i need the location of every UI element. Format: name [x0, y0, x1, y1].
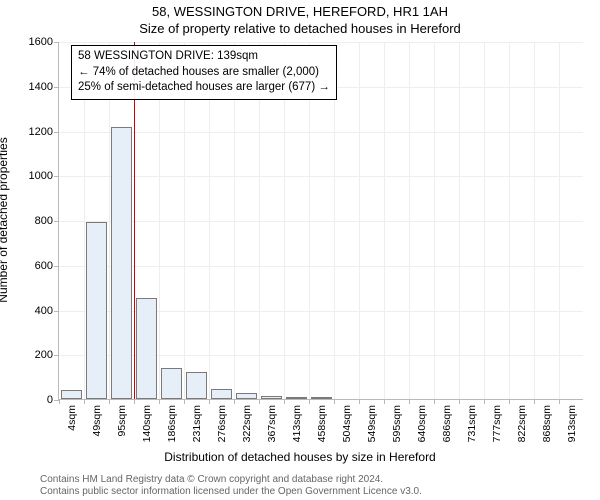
- x-tick-label: 458sqm: [316, 405, 328, 442]
- x-tick-label: 186sqm: [166, 405, 178, 442]
- histogram-bar: [111, 127, 133, 399]
- gridline-h: [59, 266, 583, 267]
- x-tick-label: 913sqm: [566, 405, 578, 442]
- x-tick-mark: [284, 399, 285, 404]
- info-box: 58 WESSINGTON DRIVE: 139sqm← 74% of deta…: [71, 45, 337, 100]
- y-tick-label: 200: [35, 349, 59, 361]
- x-tick-mark: [234, 399, 235, 404]
- histogram-bar: [186, 372, 208, 399]
- histogram-bar: [136, 298, 158, 399]
- histogram-bar: [286, 397, 308, 399]
- gridline-v: [434, 42, 435, 399]
- x-tick-label: 276sqm: [216, 405, 228, 442]
- histogram-bar: [311, 397, 333, 399]
- page-title-line2: Size of property relative to detached ho…: [0, 21, 600, 36]
- x-tick-mark: [559, 399, 560, 404]
- y-tick-label: 1000: [29, 170, 59, 182]
- x-tick-mark: [534, 399, 535, 404]
- x-tick-label: 413sqm: [291, 405, 303, 442]
- x-tick-mark: [184, 399, 185, 404]
- y-tick-label: 1600: [29, 36, 59, 48]
- gridline-h: [59, 176, 583, 177]
- plot-area-wrap: 020040060080010001200140016004sqm49sqm95…: [58, 42, 583, 400]
- y-tick-label: 0: [47, 394, 59, 406]
- gridline-h: [59, 221, 583, 222]
- info-line-1: 58 WESSINGTON DRIVE: 139sqm: [78, 49, 330, 65]
- y-tick-label: 600: [35, 260, 59, 272]
- x-tick-label: 822sqm: [516, 405, 528, 442]
- x-tick-label: 504sqm: [341, 405, 353, 442]
- gridline-v: [559, 42, 560, 399]
- gridline-v: [459, 42, 460, 399]
- x-tick-label: 322sqm: [241, 405, 253, 442]
- x-tick-mark: [509, 399, 510, 404]
- footer-line2: Contains public sector information licen…: [40, 486, 422, 498]
- x-tick-label: 231sqm: [191, 405, 203, 442]
- x-tick-mark: [484, 399, 485, 404]
- histogram-bar: [236, 393, 258, 399]
- x-tick-label: 4sqm: [66, 405, 78, 431]
- x-tick-mark: [409, 399, 410, 404]
- histogram-bar: [211, 389, 233, 399]
- histogram-bar: [86, 222, 108, 399]
- y-tick-label: 1200: [29, 126, 59, 138]
- x-tick-label: 686sqm: [441, 405, 453, 442]
- y-tick-label: 1400: [29, 81, 59, 93]
- info-line-2: ← 74% of detached houses are smaller (2,…: [78, 65, 330, 81]
- x-tick-label: 868sqm: [541, 405, 553, 442]
- y-tick-label: 400: [35, 305, 59, 317]
- gridline-h: [59, 132, 583, 133]
- x-tick-mark: [134, 399, 135, 404]
- footer-line1: Contains HM Land Registry data © Crown c…: [40, 474, 383, 485]
- x-tick-mark: [384, 399, 385, 404]
- gridline-v: [509, 42, 510, 399]
- chart-root: { "title_line1": "58, WESSINGTON DRIVE, …: [0, 0, 600, 500]
- x-tick-label: 595sqm: [391, 405, 403, 442]
- histogram-bar: [161, 368, 183, 399]
- x-tick-mark: [59, 399, 60, 404]
- x-tick-mark: [459, 399, 460, 404]
- x-tick-mark: [309, 399, 310, 404]
- x-tick-label: 777sqm: [491, 405, 503, 442]
- x-tick-label: 140sqm: [141, 405, 153, 442]
- y-tick-label: 800: [35, 215, 59, 227]
- plot-area: 020040060080010001200140016004sqm49sqm95…: [58, 42, 583, 400]
- x-tick-label: 731sqm: [466, 405, 478, 442]
- gridline-v: [359, 42, 360, 399]
- x-tick-mark: [209, 399, 210, 404]
- page-title-line1: 58, WESSINGTON DRIVE, HEREFORD, HR1 1AH: [0, 4, 600, 19]
- x-axis-label: Distribution of detached houses by size …: [0, 450, 600, 464]
- gridline-v: [384, 42, 385, 399]
- x-tick-label: 95sqm: [116, 405, 128, 437]
- gridline-v: [484, 42, 485, 399]
- gridline-h: [59, 42, 583, 43]
- x-tick-mark: [259, 399, 260, 404]
- x-tick-label: 49sqm: [91, 405, 103, 437]
- info-line-3: 25% of semi-detached houses are larger (…: [78, 80, 330, 96]
- x-tick-label: 367sqm: [266, 405, 278, 442]
- x-tick-mark: [159, 399, 160, 404]
- x-tick-mark: [359, 399, 360, 404]
- x-tick-label: 549sqm: [366, 405, 378, 442]
- gridline-v: [534, 42, 535, 399]
- histogram-bar: [261, 396, 283, 399]
- gridline-v: [409, 42, 410, 399]
- x-tick-mark: [84, 399, 85, 404]
- x-tick-label: 640sqm: [416, 405, 428, 442]
- x-tick-mark: [109, 399, 110, 404]
- x-tick-mark: [434, 399, 435, 404]
- footer-credits: Contains HM Land Registry data © Crown c…: [40, 474, 422, 498]
- y-axis-label: Number of detached properties: [0, 137, 10, 302]
- x-tick-mark: [334, 399, 335, 404]
- histogram-bar: [61, 390, 83, 399]
